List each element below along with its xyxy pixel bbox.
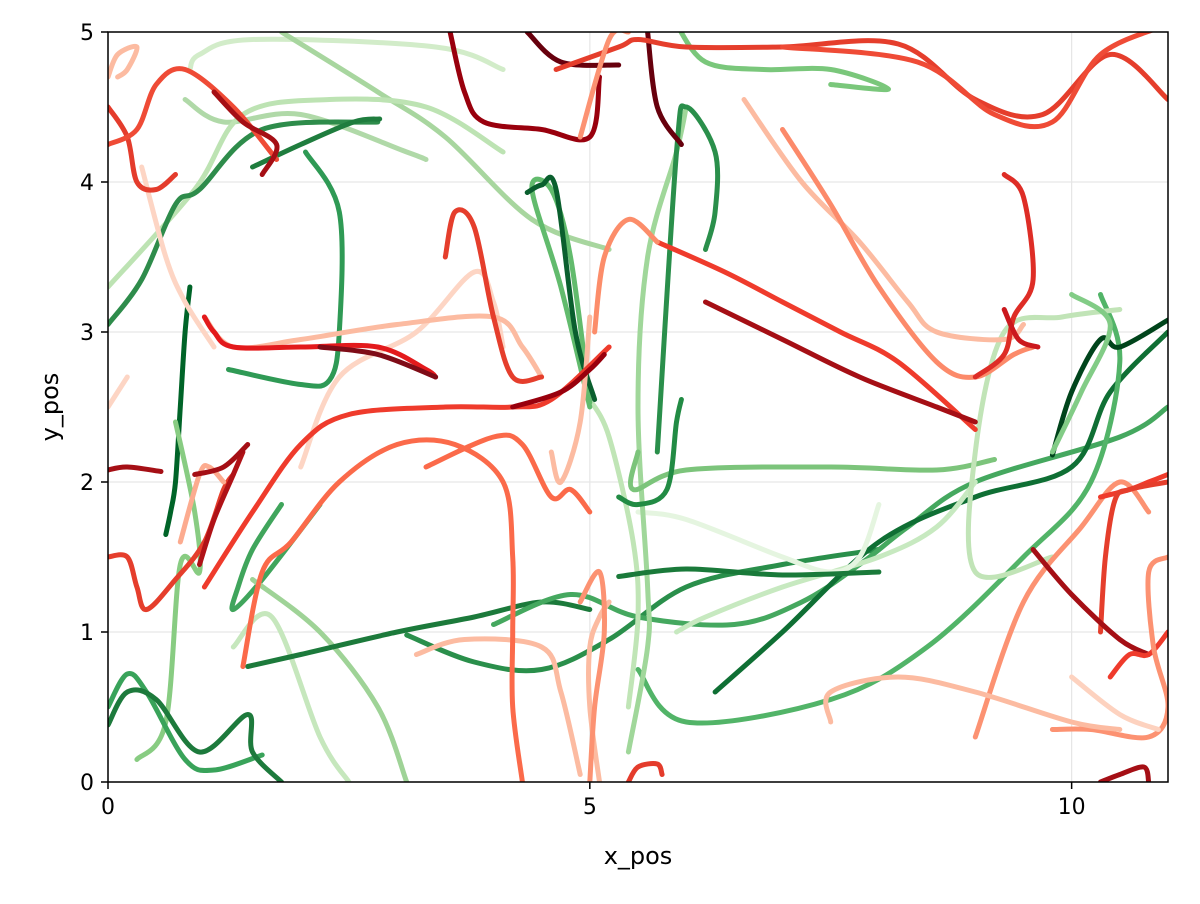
trajectory-line-80 (192, 442, 251, 477)
y-tick-label: 5 (80, 21, 94, 46)
trajectory-line-69 (317, 344, 439, 380)
trajectory-line-62 (298, 268, 506, 470)
trajectory-line-13 (250, 577, 410, 782)
trajectory-line-35 (447, 32, 602, 143)
trajectory-line-79 (108, 374, 130, 410)
trajectory-line-5 (108, 119, 381, 327)
trajectory-line-71 (108, 43, 140, 80)
trajectory-line-27 (529, 176, 593, 410)
trajectory-line-64 (201, 344, 612, 590)
trajectory-line-26 (616, 566, 882, 579)
trajectory-line-1 (182, 97, 429, 162)
trajectory-line-61 (577, 569, 607, 782)
trajectory-line-75 (108, 464, 164, 474)
trajectory-line-12 (108, 687, 284, 782)
trajectory-line-45 (703, 299, 978, 425)
trajectory-line-33 (1049, 292, 1113, 455)
trajectory-line-68 (201, 314, 439, 380)
trajectory-line-23 (587, 397, 641, 710)
trajectory-line-47 (548, 314, 593, 485)
trajectory-line-44 (654, 239, 978, 432)
y-tick-label: 4 (80, 171, 94, 196)
trajectory-line-21 (635, 502, 882, 575)
series-group (108, 32, 1168, 782)
trajectory-line-38 (780, 32, 1155, 130)
trajectory-line-73 (108, 66, 280, 162)
trajectory-line-54 (823, 674, 1123, 732)
trajectory-line-43 (1001, 307, 1041, 350)
trajectory-line-18 (712, 329, 1168, 695)
trajectory-line-32 (965, 307, 1123, 580)
trajectory-line-19 (635, 292, 1123, 726)
axis-ticks: 0 5 10 0 1 2 3 4 5 (80, 21, 1086, 820)
trajectory-line-40 (741, 97, 1026, 343)
trajectory-line-77 (197, 449, 246, 567)
trajectory-line-39 (577, 32, 631, 140)
trajectory-line-70 (139, 164, 217, 350)
trajectory-line-65 (510, 352, 607, 410)
trajectory-line-22 (625, 104, 689, 755)
trajectory-line-67 (442, 207, 545, 384)
trajectory-line-24 (627, 449, 997, 493)
trajectory-line-2 (187, 36, 506, 72)
trajectory-line-56 (1098, 764, 1152, 782)
trajectory-line-46 (592, 216, 660, 335)
trajectory-line-30 (678, 32, 891, 93)
trajectory-line-50 (1098, 479, 1168, 635)
trajectory-line-34 (645, 32, 684, 147)
y-axis-label: y_pos (36, 373, 64, 442)
trajectory-line-25 (616, 397, 684, 508)
trajectory-line-55 (1069, 674, 1161, 732)
trajectory-line-58 (413, 636, 583, 777)
trajectory-line-52 (1107, 629, 1168, 680)
x-tick-label: 5 (583, 795, 597, 820)
trajectory-line-41 (780, 127, 1036, 380)
trajectory-line-28 (524, 174, 598, 402)
y-tick-label: 1 (80, 621, 94, 646)
trajectory-line-63 (423, 432, 593, 515)
y-tick-label: 3 (80, 321, 94, 346)
trajectory-line-59 (240, 437, 525, 782)
trajectory-line-51 (1030, 547, 1152, 657)
trajectory-line-7 (226, 149, 345, 389)
x-axis-label: x_pos (604, 842, 673, 870)
trajectory-line-72 (108, 104, 178, 193)
x-tick-label: 0 (101, 795, 115, 820)
y-tick-label: 0 (80, 771, 94, 796)
trajectory-line-3 (279, 32, 612, 252)
trajectory-line-78 (177, 463, 227, 545)
trajectory-line-74 (211, 89, 280, 177)
trajectory-line-57 (625, 761, 665, 782)
trajectory-line-29 (654, 103, 721, 455)
trajectory-line-31 (1049, 317, 1168, 458)
x-tick-label: 10 (1058, 795, 1086, 820)
trajectory-line-16 (404, 547, 882, 674)
trajectory-line-11 (108, 670, 265, 774)
trajectory-line-53 (1049, 554, 1168, 741)
trajectory-line-48 (972, 479, 1152, 740)
trajectory-line-42 (972, 172, 1036, 380)
y-tick-label: 2 (80, 471, 94, 496)
trajectory-line-36 (524, 32, 622, 68)
trajectory-line-9 (229, 502, 323, 612)
plot-frame (107, 31, 1169, 783)
trajectory-line-4 (108, 96, 506, 290)
trajectory-line-76 (108, 472, 236, 612)
